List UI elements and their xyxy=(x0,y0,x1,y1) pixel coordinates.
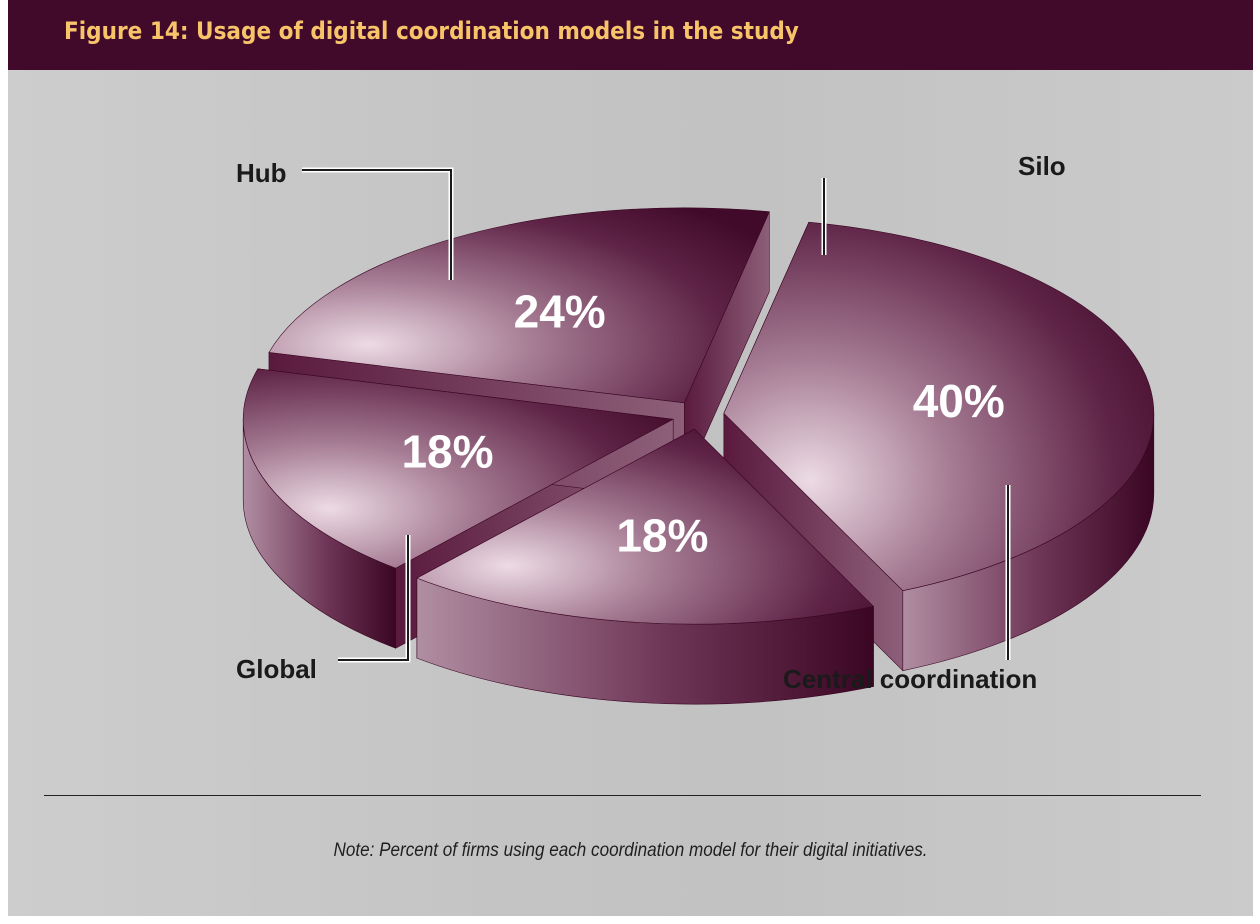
slice-value-label: 40% xyxy=(913,375,1005,427)
figure-note: Note: Percent of firms using each coordi… xyxy=(333,840,928,861)
figure-header: Figure 14: Usage of digital coordination… xyxy=(8,0,1253,70)
category-label: Global xyxy=(236,654,317,684)
slice-value-label: 18% xyxy=(401,425,493,477)
slice-value-label: 18% xyxy=(616,509,708,561)
leader-line xyxy=(302,169,452,280)
slice-top-face xyxy=(723,221,1155,591)
figure-title: Figure 14: Usage of digital coordination… xyxy=(64,17,799,45)
slice-top-face xyxy=(268,207,770,404)
figure: Figure 14: Usage of digital coordination… xyxy=(8,0,1253,916)
divider-rule xyxy=(44,795,1201,796)
pie-slice-global xyxy=(416,428,875,705)
category-label: Silo xyxy=(1018,151,1066,181)
leader-line xyxy=(338,535,409,661)
category-label: Hub xyxy=(236,158,287,188)
pie-chart: 24% Silo 40% Central coordination 18% Hub 18% G… xyxy=(236,151,1155,705)
slice-top-face xyxy=(416,428,875,625)
slice-value-label: 24% xyxy=(514,286,606,338)
slice-top-face xyxy=(242,368,675,569)
category-label: Central coordination xyxy=(783,664,1037,694)
